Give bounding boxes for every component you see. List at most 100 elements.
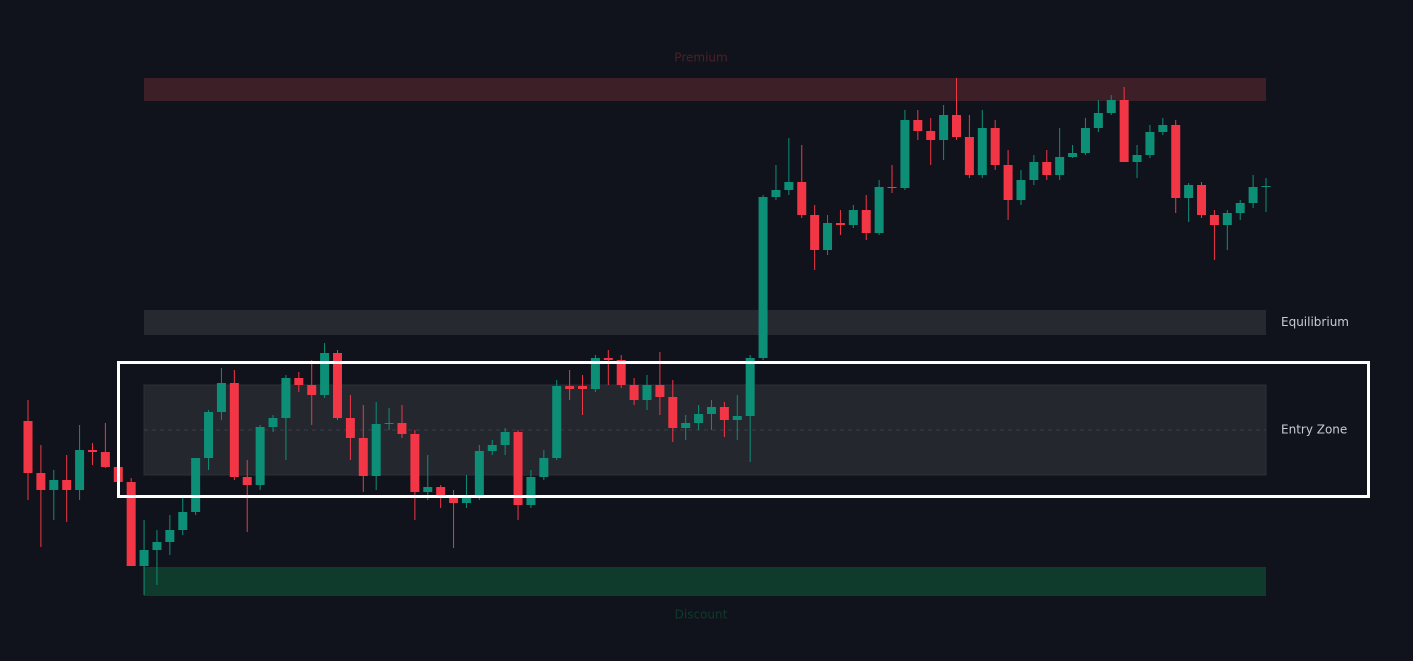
candle-body <box>1119 100 1129 162</box>
candle-body <box>436 487 446 497</box>
candle-body <box>1248 187 1258 203</box>
candle-body <box>745 358 755 416</box>
candle-body <box>1068 153 1078 157</box>
candle-body <box>913 120 923 131</box>
candle-body <box>732 416 742 420</box>
candle-body <box>449 497 459 503</box>
candle-body <box>204 412 214 458</box>
zone-label: Entry Zone <box>1281 423 1347 437</box>
candle-body <box>823 223 833 250</box>
candle-body <box>229 383 239 477</box>
candle-body <box>152 542 162 550</box>
candle-body <box>1171 125 1181 198</box>
candle-body <box>1209 215 1219 225</box>
candle-body <box>49 480 59 490</box>
candle-body <box>1042 162 1052 175</box>
candle-body <box>771 190 781 197</box>
candle-body <box>178 512 188 530</box>
candle-body <box>952 115 961 137</box>
candle-body <box>1184 185 1194 198</box>
candle-body <box>977 128 987 175</box>
candle-body <box>706 407 716 414</box>
candle-body <box>642 385 652 400</box>
candle-body <box>539 458 549 477</box>
candle-body <box>668 397 678 428</box>
candle-body <box>345 418 355 438</box>
candle-body <box>629 385 639 400</box>
candle-body <box>758 197 768 358</box>
candle-body <box>487 445 497 451</box>
candle-body <box>1093 113 1103 128</box>
zone-band <box>144 310 1266 335</box>
candle-body <box>719 407 729 420</box>
candle-body <box>578 386 588 389</box>
candle-body <box>565 386 575 389</box>
candle-body <box>461 497 471 503</box>
candle-body <box>62 480 72 490</box>
candle-body <box>1235 203 1245 213</box>
candle-body <box>87 450 97 452</box>
candle-body <box>358 438 368 476</box>
candle-body <box>655 385 665 397</box>
candle-body <box>603 358 613 360</box>
candle-body <box>139 550 149 566</box>
candle-body <box>255 427 265 485</box>
candle-body <box>500 432 510 445</box>
candle-body <box>848 210 858 225</box>
candle-body <box>1055 157 1065 175</box>
zone-label: Discount <box>675 608 728 622</box>
candle-body <box>474 451 484 497</box>
candle-body <box>126 482 136 566</box>
candle-body <box>616 360 626 385</box>
candle-body <box>552 386 562 458</box>
candle-body <box>75 450 85 490</box>
candle-body <box>797 182 807 215</box>
candle-body <box>835 223 845 225</box>
candle-body <box>384 423 394 424</box>
candle-body <box>294 378 304 385</box>
candle-body <box>990 128 1000 165</box>
candle-body <box>874 187 884 233</box>
candle-body <box>100 452 110 467</box>
candle-body <box>1003 165 1013 200</box>
zone-band <box>144 567 1266 596</box>
candle-body <box>268 418 278 427</box>
candle-body <box>165 530 175 542</box>
candle-body <box>1080 128 1090 153</box>
candle-body <box>681 423 691 428</box>
candle-body <box>1197 185 1207 215</box>
candle-body <box>900 120 910 188</box>
candle-body <box>36 473 46 490</box>
candle-body <box>694 414 704 423</box>
zone-label: Premium <box>674 51 727 65</box>
candle-body <box>371 424 381 476</box>
candle-body <box>810 215 820 250</box>
candle-body <box>1145 132 1155 155</box>
candle-body <box>242 477 252 485</box>
candle-body <box>1016 180 1026 200</box>
candle-body <box>1029 162 1039 180</box>
candle-body <box>1132 155 1142 162</box>
candle-body <box>333 353 342 418</box>
candle-body <box>1158 125 1168 132</box>
candles <box>23 78 1271 595</box>
zone-label: Equilibrium <box>1281 315 1349 329</box>
candle-body <box>861 210 871 233</box>
candle-body <box>590 358 600 389</box>
zones: Premium Equilibrium Entry Zone Discount <box>143 51 1349 622</box>
candle-body <box>281 378 291 418</box>
candle-body <box>1106 100 1116 113</box>
highlight-box <box>117 361 1370 498</box>
candle-body <box>216 383 226 412</box>
candle-body <box>423 487 433 492</box>
candle-body <box>964 137 974 175</box>
candle-body <box>410 434 420 492</box>
candle-body <box>513 432 523 505</box>
zone-band <box>144 78 1266 101</box>
candle-body <box>887 187 897 188</box>
candle-body <box>191 458 201 512</box>
candle-body <box>320 353 330 395</box>
candle-body <box>526 477 536 505</box>
